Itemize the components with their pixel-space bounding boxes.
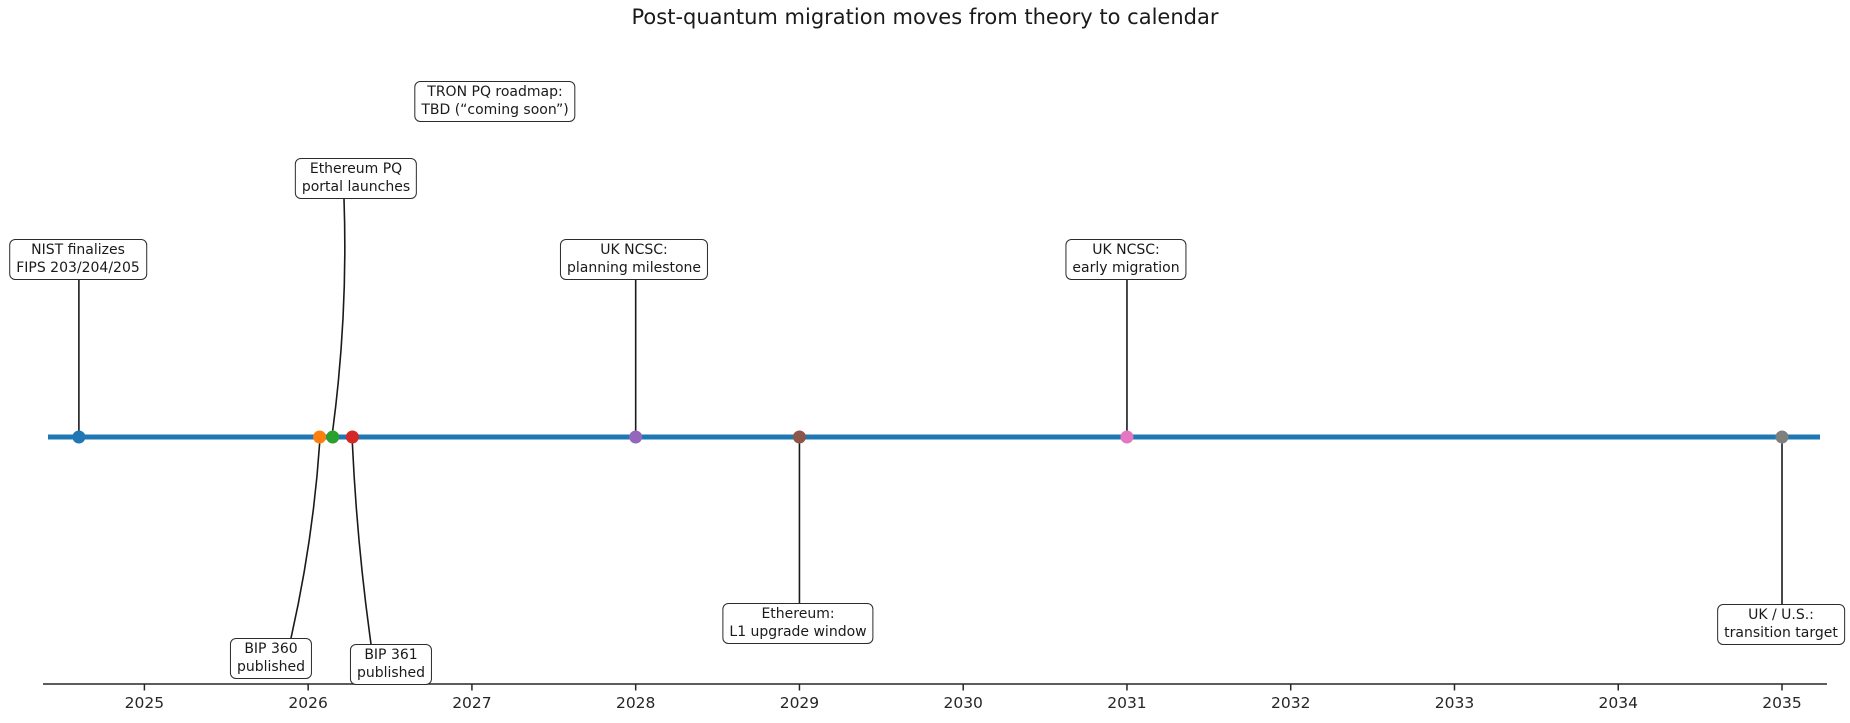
- event-marker-uk-ncsc-planning: [629, 430, 643, 444]
- event-label-line: early migration: [1072, 259, 1180, 276]
- event-label-uk-us-transition-target: UK / U.S.: transition target: [1717, 604, 1845, 645]
- event-label-bip-361: BIP 361 published: [349, 644, 433, 685]
- event-label-bip-360: BIP 360 published: [229, 638, 313, 679]
- event-label-line: planning milestone: [566, 259, 702, 276]
- event-marker-bip-361: [345, 430, 359, 444]
- event-label-nist-fips: NIST finalizes FIPS 203/204/205: [9, 239, 147, 280]
- event-marker-ethereum-pq-portal: [326, 430, 340, 444]
- event-marker-bip-360: [313, 430, 327, 444]
- event-label-uk-ncsc-planning: UK NCSC: planning milestone: [559, 239, 709, 280]
- event-label-line: BIP 360: [244, 641, 298, 657]
- event-label-line: published: [236, 658, 306, 675]
- event-marker-nist-fips: [72, 430, 86, 444]
- x-tick-label: 2025: [125, 694, 164, 712]
- event-connector-bip-361: [351, 443, 372, 645]
- event-connector-ethereum-pq-portal: [331, 198, 346, 431]
- event-label-line: FIPS 203/204/205: [16, 259, 140, 276]
- x-tick-label: 2030: [943, 694, 982, 712]
- chart-title: Post-quantum migration moves from theory…: [631, 5, 1219, 29]
- event-marker-uk-us-transition-target: [1775, 430, 1789, 444]
- x-tick-label: 2027: [452, 694, 491, 712]
- event-marker-uk-ncsc-early-migration: [1120, 430, 1134, 444]
- event-label-line: TRON PQ roadmap:: [427, 84, 563, 100]
- x-tick-label: 2033: [1435, 694, 1474, 712]
- event-label-line: portal launches: [301, 178, 411, 195]
- x-tick-label: 2026: [288, 694, 327, 712]
- event-label-line: UK / U.S.:: [1748, 607, 1814, 623]
- event-label-line: TBD (“coming soon”): [421, 101, 569, 118]
- event-label-line: published: [356, 664, 426, 681]
- event-label-line: BIP 361: [364, 647, 418, 663]
- x-tick-label: 2031: [1107, 694, 1146, 712]
- x-tick-label: 2034: [1599, 694, 1638, 712]
- event-label-line: UK NCSC:: [600, 242, 668, 258]
- x-tick-label: 2032: [1271, 694, 1310, 712]
- event-marker-ethereum-l1-upgrade: [792, 430, 806, 444]
- event-label-tron-pq-roadmap: TRON PQ roadmap: TBD (“coming soon”): [414, 81, 576, 122]
- event-label-uk-ncsc-early-migration: UK NCSC: early migration: [1065, 239, 1187, 280]
- event-label-line: L1 upgrade window: [729, 623, 867, 640]
- event-label-line: Ethereum PQ: [309, 161, 403, 177]
- event-label-line: transition target: [1724, 624, 1838, 641]
- event-label-line: Ethereum:: [761, 606, 835, 622]
- x-tick-label: 2028: [616, 694, 655, 712]
- x-tick-label: 2035: [1762, 694, 1801, 712]
- event-connector-bip-360: [290, 443, 321, 639]
- event-label-line: NIST finalizes: [31, 242, 125, 258]
- x-tick-label: 2029: [780, 694, 819, 712]
- event-label-ethereum-pq-portal: Ethereum PQ portal launches: [294, 158, 418, 199]
- event-label-ethereum-l1-upgrade: Ethereum: L1 upgrade window: [722, 603, 874, 644]
- event-label-line: UK NCSC:: [1092, 242, 1160, 258]
